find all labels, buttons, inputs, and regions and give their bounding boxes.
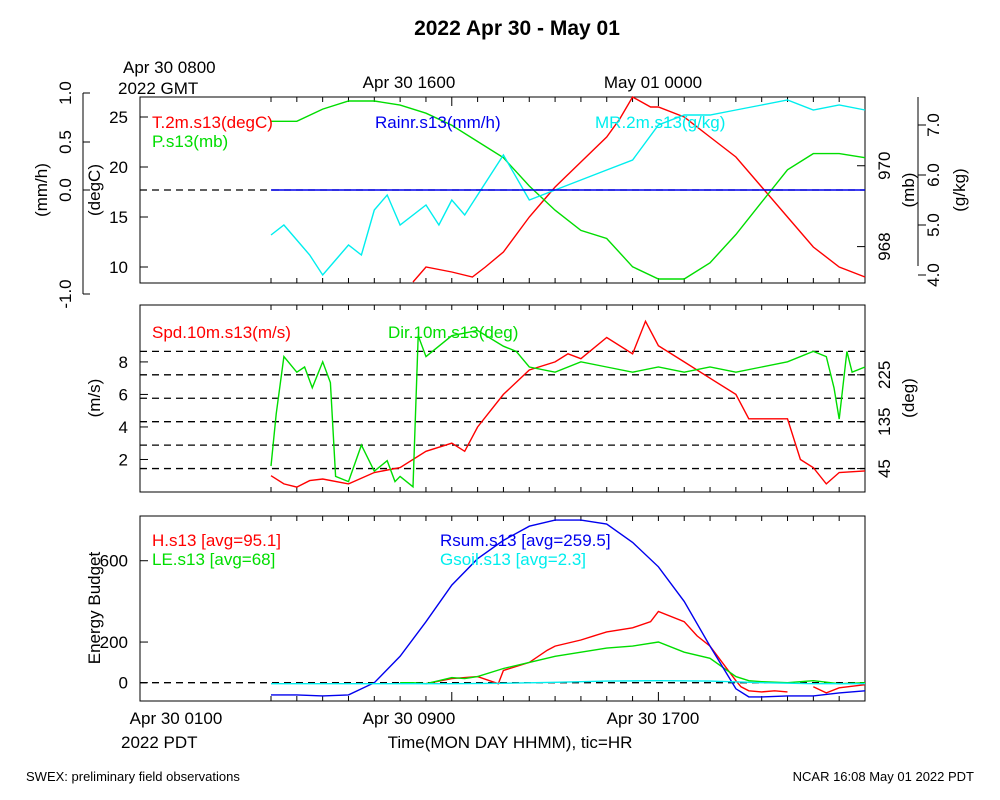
temp-tick-label: 20: [109, 158, 128, 177]
temp-tick-label: 10: [109, 258, 128, 277]
direction-axis-title: (deg): [899, 378, 918, 418]
legend-label-H.s13: H.s13 [avg=95.1]: [152, 531, 281, 550]
speed-tick-label: 2: [119, 450, 128, 469]
energy-axis-title: Energy Budget: [85, 551, 104, 664]
rain-tick-label: 0.0: [56, 178, 75, 202]
mixing-ratio-tick-label: 5.0: [924, 213, 943, 237]
legend-label-Rainr.s13(mm/h): Rainr.s13(mm/h): [375, 113, 501, 132]
series-line-Spd.10m.s13(m/s): [270, 319, 866, 488]
series-line-T.2m.s13(degC): [412, 96, 866, 283]
legend-label-T.2m.s13(degC): T.2m.s13(degC): [152, 113, 273, 132]
pressure-tick-label: 968: [875, 232, 894, 260]
legend-label-MR.2m.s13(g/kg): MR.2m.s13(g/kg): [595, 113, 725, 132]
direction-tick-label: 135: [875, 407, 894, 435]
speed-tick-label: 8: [119, 353, 128, 372]
top-axis-tick-label-2: May 01 0000: [604, 73, 702, 92]
legend-label-Gsoil.s13: Gsoil.s13 [avg=2.3]: [440, 550, 586, 569]
bottom-axis-tick-label-2: Apr 30 0900: [363, 709, 456, 728]
legend-label-Dir.10m.s13(deg): Dir.10m.s13(deg): [388, 323, 518, 342]
series-line-MR.2m.s13(g/kg): [270, 99, 866, 277]
temp-tick-label: 25: [109, 108, 128, 127]
legend-label-Spd.10m.s13(m/s): Spd.10m.s13(m/s): [152, 323, 291, 342]
bottom-axis-tick-label-3: Apr 30 1700: [607, 709, 700, 728]
mixing-ratio-axis-title: (g/kg): [950, 168, 969, 211]
pressure-tick-label: 970: [875, 152, 894, 180]
legend-label-LE.s13: LE.s13 [avg=68]: [152, 550, 275, 569]
panel-3-frame: [139, 515, 866, 702]
x-axis-title: Time(MON DAY HHMM), tic=HR: [388, 733, 633, 752]
speed-tick-label: 6: [119, 385, 128, 404]
top-axis-tick-label-1: Apr 30 1600: [363, 73, 456, 92]
series-line-Rsum.s13: [271, 519, 866, 698]
footer-right: NCAR 16:08 May 01 2022 PDT: [793, 769, 974, 784]
rain-tick-label: 1.0: [56, 81, 75, 105]
series-line-H.s13-seg1: [425, 610, 788, 693]
series-line-Gsoil.s13: [271, 679, 865, 685]
top-axis-start-year: 2022 GMT: [118, 79, 198, 98]
direction-tick-label: 45: [875, 459, 894, 478]
mixing-ratio-tick-label: 6.0: [924, 163, 943, 187]
mixing-ratio-tick-label: 7.0: [924, 113, 943, 137]
series-line-P.s13(mb): [271, 100, 866, 280]
series-line-LE.s13: [400, 641, 866, 685]
bottom-axis-tick-label-1: Apr 30 0100: [130, 709, 223, 728]
bottom-axis-year: 2022 PDT: [121, 733, 198, 752]
legend-label-P.s13(mb): P.s13(mb): [152, 132, 228, 151]
top-axis-start-label: Apr 30 0800: [123, 58, 216, 77]
pressure-axis-title: (mb): [899, 173, 918, 208]
footer-left: SWEX: preliminary field observations: [26, 769, 240, 784]
energy-tick-label: 0: [119, 674, 128, 693]
series-line-Dir.10m.s13(deg): [270, 329, 866, 489]
mixing-ratio-tick-label: 4.0: [924, 263, 943, 287]
speed-tick-label: 4: [119, 418, 128, 437]
energy-tick-label: 600: [100, 552, 128, 571]
rain-axis-title: (mm/h): [32, 163, 51, 217]
legend-label-Rsum.s13: Rsum.s13 [avg=259.5]: [440, 531, 611, 550]
series-line-H.s13-seg2: [813, 684, 866, 694]
energy-tick-label: 200: [100, 633, 128, 652]
chart-title: 2022 Apr 30 - May 01: [414, 17, 620, 40]
direction-tick-label: 225: [875, 361, 894, 389]
rain-tick-label: 0.5: [56, 130, 75, 154]
speed-axis-title: (m/s): [85, 379, 104, 418]
temp-axis-title: (degC): [85, 164, 104, 216]
rain-tick-label: -1.0: [56, 279, 75, 308]
temp-tick-label: 15: [109, 208, 128, 227]
